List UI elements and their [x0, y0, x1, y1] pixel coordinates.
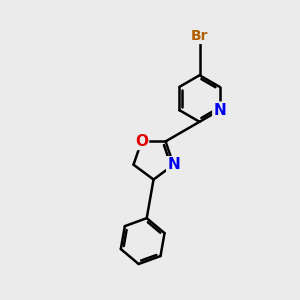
Text: N: N — [213, 103, 226, 118]
Text: N: N — [167, 157, 180, 172]
Text: O: O — [135, 134, 148, 149]
Text: Br: Br — [191, 29, 208, 43]
